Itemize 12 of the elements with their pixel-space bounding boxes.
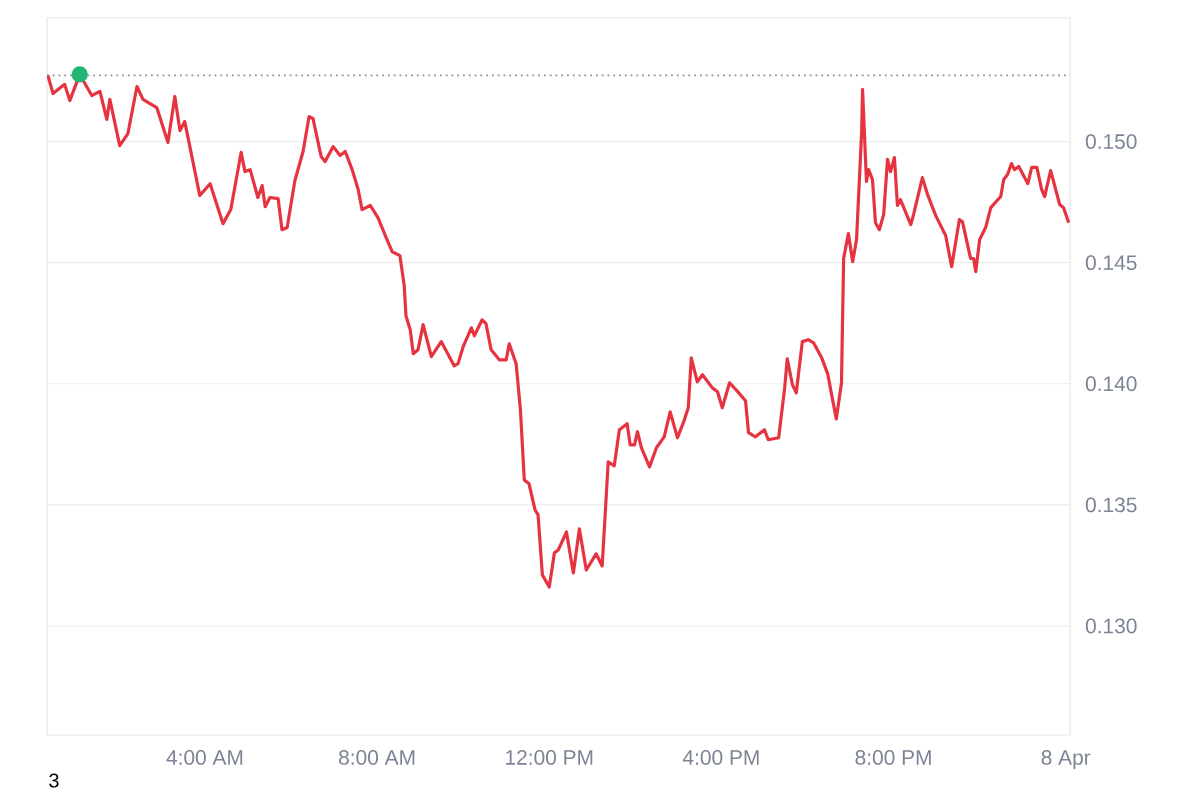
y-tick-label: 0.145 <box>1085 255 1137 271</box>
y-tick-label: 0.150 <box>1085 134 1137 149</box>
x-tick-label: 4:00 AM <box>166 750 243 765</box>
x-tick-label: 8:00 AM <box>339 750 415 765</box>
y-tick-label: 0.135 <box>1085 497 1137 513</box>
x-tick-label: 8:00 PM <box>855 750 931 765</box>
x-tick-label: 12:00 PM <box>506 750 593 765</box>
text: 3 <box>49 773 59 788</box>
y-tick-label: 0.130 <box>1085 618 1137 634</box>
x-tick-label: 8 Apr <box>1041 750 1091 769</box>
x-tick-label: 4:00 PM <box>682 750 759 765</box>
y-tick-label: 0.140 <box>1085 376 1137 392</box>
